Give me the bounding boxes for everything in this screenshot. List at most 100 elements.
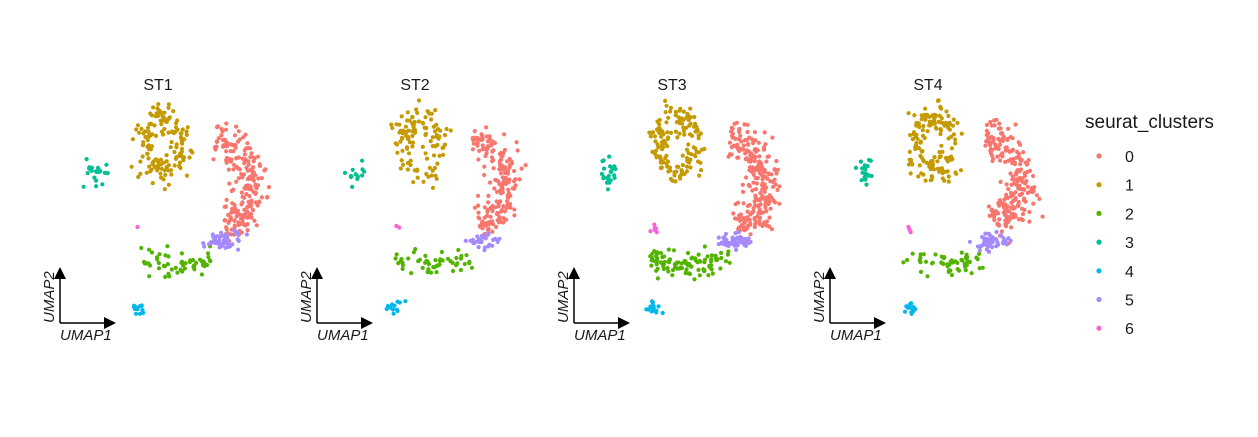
point-cluster-1 [429,111,434,116]
point-cluster-0 [219,126,224,132]
point-cluster-0 [476,215,481,220]
point-cluster-1 [946,174,951,179]
point-cluster-4 [910,310,915,315]
point-cluster-0 [485,209,490,214]
point-cluster-1 [693,129,698,134]
point-cluster-3 [92,175,97,180]
point-cluster-0 [248,155,253,160]
point-cluster-0 [221,138,226,143]
point-cluster-4 [911,304,916,310]
point-cluster-0 [1003,208,1008,214]
point-cluster-5 [979,243,984,248]
point-cluster-1 [674,120,679,125]
point-cluster-1 [659,143,664,148]
point-cluster-3 [612,173,617,178]
point-cluster-0 [489,143,494,148]
point-cluster-1 [684,156,690,161]
point-cluster-1 [166,182,171,187]
point-cluster-3 [81,184,86,189]
point-cluster-1 [435,161,440,166]
point-cluster-5 [738,237,743,242]
point-cluster-0 [224,160,229,165]
point-cluster-1 [912,113,917,118]
umap2-label-st3: UMAP2 [555,271,572,323]
point-cluster-0 [994,117,999,122]
point-cluster-0 [229,188,234,194]
point-cluster-1 [166,130,171,135]
point-cluster-0 [497,215,502,220]
point-cluster-0 [500,175,505,180]
point-cluster-3 [862,163,867,168]
point-cluster-1 [415,110,420,115]
point-cluster-3 [609,169,614,174]
point-cluster-1 [946,121,951,126]
point-cluster-1 [675,164,680,169]
point-cluster-1 [416,119,421,124]
point-cluster-1 [684,169,690,174]
point-cluster-0 [224,227,229,232]
point-cluster-0 [998,142,1003,147]
point-cluster-2 [141,259,147,265]
point-cluster-1 [668,130,674,135]
point-cluster-1 [155,113,161,118]
point-cluster-0 [757,154,762,159]
point-cluster-1 [414,107,419,112]
point-cluster-5 [495,239,500,244]
point-cluster-2 [918,255,923,260]
point-cluster-0 [746,149,751,154]
point-cluster-0 [222,204,227,209]
point-cluster-0 [490,229,495,234]
point-cluster-0 [1000,138,1005,143]
point-cluster-1 [401,162,406,167]
legend-label-4: 4 [1125,264,1134,281]
point-cluster-1 [930,119,935,124]
point-cluster-0 [1019,186,1024,192]
point-cluster-1 [150,181,155,186]
point-cluster-0 [1040,214,1045,219]
point-cluster-0 [1009,194,1014,199]
point-cluster-0 [731,211,736,216]
point-cluster-0 [747,217,752,222]
point-cluster-3 [600,159,605,164]
point-cluster-2 [147,247,152,252]
point-cluster-2 [658,260,663,265]
point-cluster-0 [772,167,778,172]
point-cluster-1 [141,140,146,145]
point-cluster-1 [686,117,691,122]
point-cluster-0 [512,186,517,191]
point-cluster-0 [250,208,256,213]
point-cluster-2 [456,247,461,253]
point-cluster-0 [986,204,991,209]
point-cluster-1 [917,163,922,168]
point-cluster-0 [493,177,498,183]
point-cluster-2 [723,259,729,264]
point-cluster-0 [1031,173,1036,179]
point-cluster-2 [962,262,967,267]
point-cluster-1 [919,113,924,118]
point-cluster-2 [437,262,442,267]
point-cluster-0 [1000,151,1005,156]
point-cluster-0 [774,158,779,164]
point-cluster-0 [1010,205,1015,210]
point-cluster-1 [935,98,940,103]
point-cluster-0 [1027,168,1032,173]
point-cluster-1 [906,111,911,116]
point-cluster-5 [497,236,502,241]
point-cluster-0 [995,222,1000,227]
point-cluster-2 [959,250,964,255]
point-cluster-2 [462,261,467,267]
point-cluster-1 [410,115,415,120]
point-cluster-0 [231,167,236,172]
point-cluster-3 [360,173,365,178]
point-cluster-2 [977,266,982,271]
point-cluster-0 [249,151,254,156]
point-cluster-0 [992,217,997,223]
point-cluster-1 [415,175,420,180]
point-cluster-1 [677,108,682,113]
point-cluster-0 [761,169,766,174]
point-cluster-0 [747,135,752,140]
point-cluster-0 [226,212,231,218]
point-cluster-2 [725,252,730,257]
point-cluster-0 [1010,160,1015,166]
point-cluster-0 [476,193,481,198]
